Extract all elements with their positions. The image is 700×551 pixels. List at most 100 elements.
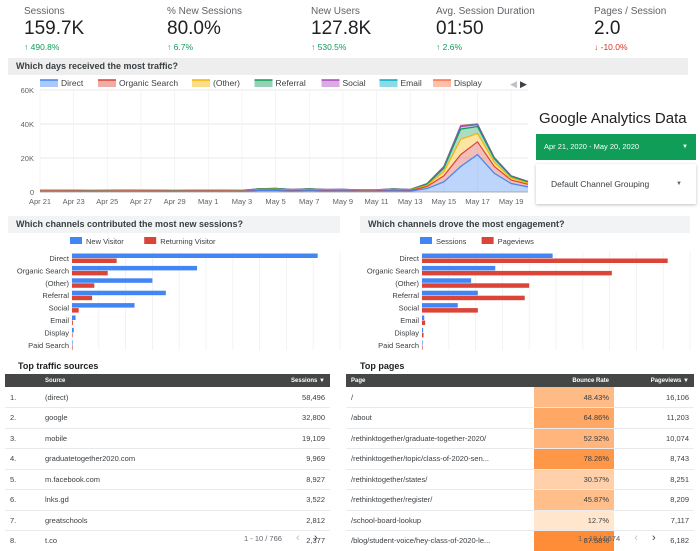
row-index: 2. <box>5 407 40 429</box>
bar[interactable] <box>422 270 612 276</box>
traffic-area-chart[interactable]: Direct Organic Search (Other) Referral Socia… <box>0 76 532 208</box>
bar[interactable] <box>422 327 424 333</box>
bar[interactable] <box>422 295 525 301</box>
pageviews-cell: 10,074 <box>614 428 694 449</box>
pageviews-cell: 8,209 <box>614 489 694 511</box>
legend-item[interactable]: Social <box>321 78 366 88</box>
bar[interactable] <box>422 320 426 326</box>
legend-item[interactable]: (Other) <box>192 78 240 88</box>
table-row[interactable]: /48.43% 16,106 <box>346 387 694 408</box>
kpi-label: Sessions <box>24 6 65 17</box>
bar[interactable] <box>72 258 117 264</box>
page-cell: / <box>346 387 534 408</box>
sessions-cell: 8,927 <box>241 469 330 490</box>
category-label: Direct <box>399 254 420 263</box>
legend-label: Sessions <box>436 237 467 246</box>
table-row[interactable]: 1. (direct) 58,496 <box>5 387 330 408</box>
x-tick-label: May 17 <box>465 197 490 206</box>
legend-item[interactable]: Email <box>379 78 422 88</box>
bar[interactable] <box>72 345 73 350</box>
bar[interactable] <box>422 278 472 283</box>
bar[interactable] <box>422 253 553 259</box>
bar[interactable] <box>422 290 478 296</box>
x-tick-label: May 7 <box>299 197 319 206</box>
bar[interactable] <box>72 278 153 283</box>
bar[interactable] <box>422 315 425 321</box>
category-label: Email <box>400 316 419 325</box>
category-label: Referral <box>42 291 69 300</box>
bar[interactable] <box>422 283 530 288</box>
bar[interactable] <box>72 340 73 345</box>
category-label: Display <box>394 328 419 337</box>
bar[interactable] <box>422 265 496 271</box>
bar[interactable] <box>72 308 79 313</box>
col-source[interactable]: Source <box>40 374 242 387</box>
bar[interactable] <box>72 283 95 288</box>
bar[interactable] <box>72 290 166 296</box>
legend-item[interactable]: New Visitor <box>70 237 124 246</box>
area-series <box>40 141 528 192</box>
bar[interactable] <box>72 332 73 338</box>
bar[interactable] <box>422 345 423 350</box>
legend-prev-icon[interactable]: ◀ <box>510 79 517 89</box>
prev-page-icon[interactable]: ‹ <box>296 532 300 544</box>
legend-swatch <box>192 80 210 87</box>
date-range-picker[interactable]: Apr 21, 2020 - May 20, 2020 ▼ <box>536 134 696 160</box>
kpi-scorecard: Pages / Session 2.0 ↓ -10.0% <box>594 6 700 52</box>
table-row[interactable]: /rethinktogether/topic/class-of-2020-sen… <box>346 448 694 470</box>
bar[interactable] <box>72 295 93 301</box>
pages-table-title: Top pages <box>360 361 405 371</box>
table-row[interactable]: /rethinktogether/graduate-together-2020/… <box>346 428 694 449</box>
bar[interactable] <box>422 303 458 308</box>
legend-item[interactable]: Sessions <box>420 237 467 246</box>
col-pageviews[interactable]: Pageviews ▼ <box>614 374 694 387</box>
kpi-change: ↑ 530.5% <box>311 42 347 52</box>
table-row[interactable]: 8. t.co 2,377 <box>5 530 330 551</box>
bounce-rate-cell: 45.87% <box>534 489 614 511</box>
legend-item[interactable]: Referral <box>254 78 306 88</box>
sources-table-title: Top traffic sources <box>18 361 99 371</box>
bar[interactable] <box>72 265 198 271</box>
table-row[interactable]: /rethinktogether/states/30.57% 8,251 <box>346 469 694 490</box>
category-label: Email <box>50 316 69 325</box>
bar[interactable] <box>72 315 76 321</box>
legend-item[interactable]: Organic Search <box>98 78 178 88</box>
table-row[interactable]: 6. lnks.gd 3,522 <box>5 489 330 511</box>
table-row[interactable]: /about 64.86% 11,203 <box>346 407 694 429</box>
legend-item[interactable]: Returning Visitor <box>144 237 216 246</box>
traffic-section-header: Which days received the most traffic? <box>8 58 688 75</box>
table-row[interactable]: 4. graduatetogether2020.com 9,969 <box>5 448 330 470</box>
bar[interactable] <box>72 327 74 333</box>
prev-page-icon[interactable]: ‹ <box>634 532 638 544</box>
bar[interactable] <box>72 270 108 276</box>
legend-item[interactable]: Direct <box>40 78 84 88</box>
legend-item[interactable]: Display <box>433 78 483 88</box>
table-row[interactable]: /school-board-lookup 12.7% 7,117 <box>346 510 694 531</box>
table-row[interactable]: /rethinktogether/register/45.87% 8,209 <box>346 489 694 511</box>
series-line <box>40 153 529 193</box>
legend-label: Referral <box>276 78 306 88</box>
table-row[interactable]: 3. mobile 19,109 <box>5 428 330 449</box>
col-page[interactable]: Page <box>346 374 534 387</box>
next-page-icon[interactable]: › <box>313 532 318 544</box>
bar[interactable] <box>422 332 424 338</box>
col-bounce-rate[interactable]: Bounce Rate <box>534 374 614 387</box>
next-page-icon[interactable]: › <box>651 532 656 544</box>
bar[interactable] <box>422 340 423 345</box>
bar[interactable] <box>72 320 73 326</box>
area-series <box>40 133 528 191</box>
table-row[interactable]: 5. m.facebook.com 8,927 <box>5 469 330 490</box>
table-row[interactable]: 2. google 32,800 <box>5 407 330 429</box>
engagement-bar-chart[interactable]: Sessions Pageviews Direct Organic Search (Ot… <box>350 234 695 350</box>
channel-grouping-dropdown[interactable]: Default Channel Grouping ▼ <box>536 164 696 204</box>
bar[interactable] <box>422 258 668 264</box>
bar[interactable] <box>422 308 478 313</box>
col-sessions[interactable]: Sessions ▼ <box>241 374 330 387</box>
new-sessions-bar-chart[interactable]: New Visitor Returning Visitor Direct Organi… <box>0 234 345 350</box>
legend-next-icon[interactable]: ▶ <box>520 79 527 89</box>
bar[interactable] <box>72 253 318 259</box>
source-cell: greatschools <box>40 510 242 531</box>
table-row[interactable]: 7. greatschools 2,812 <box>5 510 330 531</box>
bar[interactable] <box>72 303 135 308</box>
legend-item[interactable]: Pageviews <box>481 237 535 246</box>
